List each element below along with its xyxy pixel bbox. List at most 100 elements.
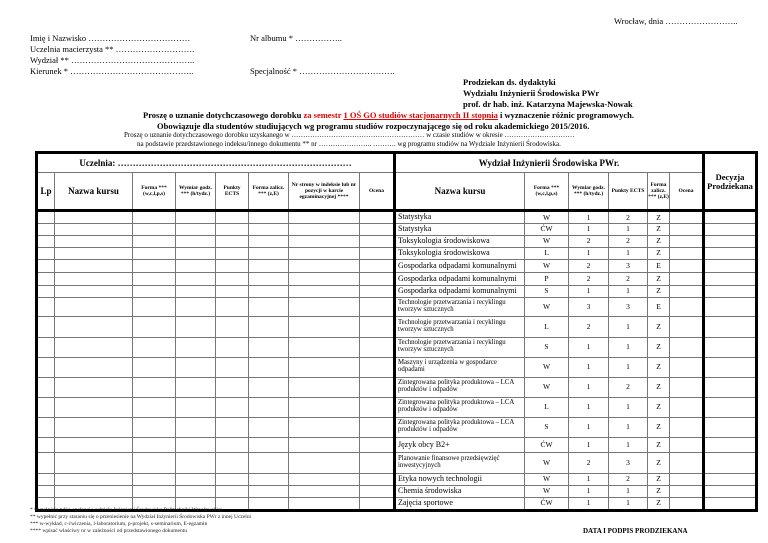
cell-left-page[interactable] <box>288 416 360 438</box>
cell-left-ects[interactable] <box>215 416 249 438</box>
cell-left-pass[interactable] <box>248 416 289 438</box>
cell-left-pass[interactable] <box>248 472 289 486</box>
cell-left-form[interactable] <box>132 315 176 338</box>
cell-decision[interactable] <box>703 271 757 286</box>
cell-decision[interactable] <box>703 210 757 224</box>
cell-decision[interactable] <box>703 396 757 418</box>
cell-left-name[interactable] <box>54 436 133 453</box>
cell-left-page[interactable] <box>288 284 360 298</box>
cell-left-name[interactable] <box>54 484 133 498</box>
cell-grade[interactable] <box>669 271 705 286</box>
cell-decision[interactable] <box>703 436 757 453</box>
cell-left-grade[interactable] <box>359 271 396 286</box>
cell-left-name[interactable] <box>54 234 133 248</box>
cell-left-hours[interactable] <box>175 356 216 378</box>
cell-left-pass[interactable] <box>248 246 289 260</box>
cell-left-hours[interactable] <box>175 258 216 273</box>
cell-left-form[interactable] <box>132 246 176 260</box>
cell-left-page[interactable] <box>288 258 360 273</box>
cell-decision[interactable] <box>703 222 757 236</box>
cell-lp[interactable] <box>36 315 55 338</box>
cell-lp[interactable] <box>36 296 55 317</box>
cell-decision[interactable] <box>703 472 757 486</box>
cell-left-ects[interactable] <box>215 356 249 378</box>
cell-left-form[interactable] <box>132 296 176 317</box>
cell-left-form[interactable] <box>132 336 176 358</box>
cell-left-name[interactable] <box>54 472 133 486</box>
cell-left-form[interactable] <box>132 436 176 453</box>
cell-left-ects[interactable] <box>215 396 249 418</box>
cell-left-form[interactable] <box>132 376 176 398</box>
cell-left-form[interactable] <box>132 210 176 224</box>
cell-left-grade[interactable] <box>359 296 396 317</box>
cell-grade[interactable] <box>669 284 705 298</box>
cell-left-page[interactable] <box>288 356 360 378</box>
cell-left-form[interactable] <box>132 284 176 298</box>
cell-left-pass[interactable] <box>248 356 289 378</box>
cell-left-hours[interactable] <box>175 336 216 358</box>
cell-grade[interactable] <box>669 246 705 260</box>
cell-grade[interactable] <box>669 396 705 418</box>
cell-left-grade[interactable] <box>359 356 396 378</box>
cell-left-name[interactable] <box>54 315 133 338</box>
cell-grade[interactable] <box>669 484 705 498</box>
cell-left-hours[interactable] <box>175 376 216 398</box>
cell-left-name[interactable] <box>54 271 133 286</box>
cell-left-form[interactable] <box>132 451 176 474</box>
cell-left-pass[interactable] <box>248 284 289 298</box>
cell-decision[interactable] <box>703 246 757 260</box>
cell-left-page[interactable] <box>288 396 360 418</box>
cell-left-grade[interactable] <box>359 222 396 236</box>
cell-left-form[interactable] <box>132 396 176 418</box>
cell-left-form[interactable] <box>132 234 176 248</box>
cell-lp[interactable] <box>36 234 55 248</box>
cell-left-pass[interactable] <box>248 315 289 338</box>
cell-left-hours[interactable] <box>175 246 216 260</box>
cell-left-hours[interactable] <box>175 436 216 453</box>
cell-lp[interactable] <box>36 396 55 418</box>
cell-left-grade[interactable] <box>359 246 396 260</box>
cell-decision[interactable] <box>703 451 757 474</box>
cell-left-grade[interactable] <box>359 336 396 358</box>
cell-left-pass[interactable] <box>248 436 289 453</box>
cell-left-hours[interactable] <box>175 296 216 317</box>
cell-left-grade[interactable] <box>359 496 396 511</box>
cell-left-hours[interactable] <box>175 234 216 248</box>
cell-left-pass[interactable] <box>248 210 289 224</box>
cell-left-grade[interactable] <box>359 376 396 398</box>
cell-left-page[interactable] <box>288 484 360 498</box>
cell-left-grade[interactable] <box>359 436 396 453</box>
cell-left-page[interactable] <box>288 296 360 317</box>
cell-left-grade[interactable] <box>359 234 396 248</box>
cell-left-pass[interactable] <box>248 376 289 398</box>
cell-lp[interactable] <box>36 416 55 438</box>
cell-left-name[interactable] <box>54 376 133 398</box>
cell-decision[interactable] <box>703 284 757 298</box>
cell-decision[interactable] <box>703 484 757 498</box>
cell-left-hours[interactable] <box>175 315 216 338</box>
cell-left-hours[interactable] <box>175 451 216 474</box>
cell-decision[interactable] <box>703 416 757 438</box>
cell-left-grade[interactable] <box>359 451 396 474</box>
cell-left-ects[interactable] <box>215 271 249 286</box>
cell-left-hours[interactable] <box>175 222 216 236</box>
cell-grade[interactable] <box>669 376 705 398</box>
cell-left-hours[interactable] <box>175 271 216 286</box>
cell-left-grade[interactable] <box>359 210 396 224</box>
cell-left-pass[interactable] <box>248 222 289 236</box>
cell-left-page[interactable] <box>288 234 360 248</box>
cell-left-name[interactable] <box>54 336 133 358</box>
cell-left-name[interactable] <box>54 222 133 236</box>
cell-left-name[interactable] <box>54 416 133 438</box>
cell-grade[interactable] <box>669 451 705 474</box>
cell-left-pass[interactable] <box>248 496 289 511</box>
cell-left-pass[interactable] <box>248 336 289 358</box>
cell-left-grade[interactable] <box>359 315 396 338</box>
cell-left-form[interactable] <box>132 416 176 438</box>
cell-left-pass[interactable] <box>248 451 289 474</box>
cell-lp[interactable] <box>36 336 55 358</box>
cell-grade[interactable] <box>669 210 705 224</box>
cell-decision[interactable] <box>703 234 757 248</box>
cell-lp[interactable] <box>36 210 55 224</box>
cell-left-name[interactable] <box>54 284 133 298</box>
